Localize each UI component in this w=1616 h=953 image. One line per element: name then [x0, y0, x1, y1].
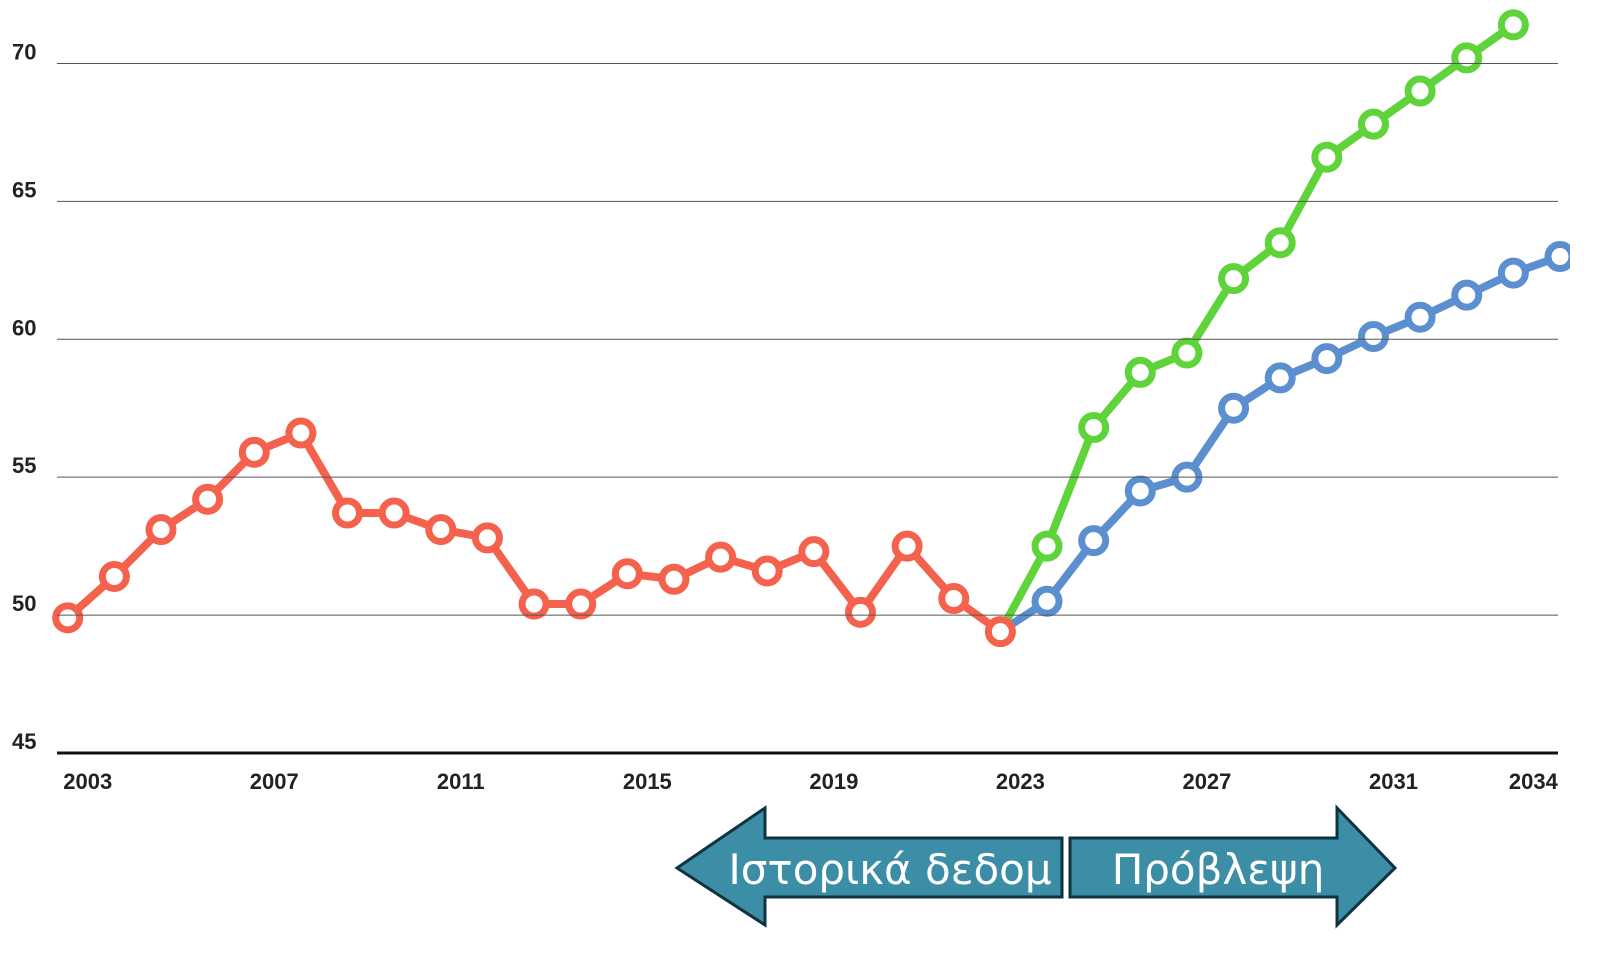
point [1078, 412, 1110, 444]
point [1218, 263, 1250, 295]
history-arrow [674, 805, 1064, 928]
y-tick-label: 60 [12, 315, 36, 340]
point [565, 588, 597, 620]
forecast-label: Πρόβλεψη [1112, 845, 1325, 894]
point [1544, 241, 1570, 273]
point [145, 514, 177, 546]
point [238, 436, 270, 468]
x-tick-label: 2011 [437, 769, 485, 794]
point [1031, 585, 1063, 617]
point [1451, 42, 1483, 74]
point [1078, 525, 1110, 557]
point [1357, 321, 1389, 353]
point [1497, 9, 1529, 41]
point [1311, 141, 1343, 173]
point [52, 602, 84, 634]
point [1031, 530, 1063, 562]
x-tick-label: 2003 [63, 769, 112, 794]
y-tick-label: 55 [12, 453, 36, 478]
x-tick-label: 2031 [1369, 769, 1418, 794]
point [1451, 279, 1483, 311]
point [471, 522, 503, 554]
point [984, 616, 1016, 648]
y-tick-label: 65 [12, 177, 36, 202]
point [611, 558, 643, 590]
point [1497, 257, 1529, 289]
point [1404, 301, 1436, 333]
point [1124, 475, 1156, 507]
history-label: Ιστορικά δεδομ [728, 845, 1051, 894]
point [938, 583, 970, 615]
point [425, 514, 457, 546]
point [1357, 108, 1389, 140]
connector [996, 542, 1052, 636]
x-tick-label: 2034 [1509, 769, 1559, 794]
point [192, 483, 224, 515]
point [1264, 227, 1296, 259]
point [798, 536, 830, 568]
series-line [1043, 20, 1518, 551]
point [332, 497, 364, 529]
point [378, 497, 410, 529]
point [1171, 337, 1203, 369]
y-tick-label: 50 [12, 591, 36, 616]
point [285, 417, 317, 449]
x-tick-label: 2015 [623, 769, 672, 794]
x-tick-label: 2027 [1182, 769, 1231, 794]
point [751, 555, 783, 587]
x-tick-label: 2007 [250, 769, 299, 794]
forecast-arrow [1068, 804, 1398, 929]
plot [52, 9, 1570, 648]
x-tick-label: 2019 [809, 769, 858, 794]
point [658, 563, 690, 595]
series-line [1043, 252, 1564, 606]
x-tick-label: 2023 [996, 769, 1045, 794]
point [705, 541, 737, 573]
y-tick-label: 45 [12, 729, 36, 754]
point [891, 530, 923, 562]
point [518, 588, 550, 620]
y-tick-label: 70 [12, 39, 36, 64]
point [844, 596, 876, 628]
point [98, 560, 130, 592]
point [1124, 356, 1156, 388]
point [1311, 343, 1343, 375]
point [1218, 392, 1250, 424]
point [1264, 362, 1296, 394]
point [1404, 75, 1436, 107]
